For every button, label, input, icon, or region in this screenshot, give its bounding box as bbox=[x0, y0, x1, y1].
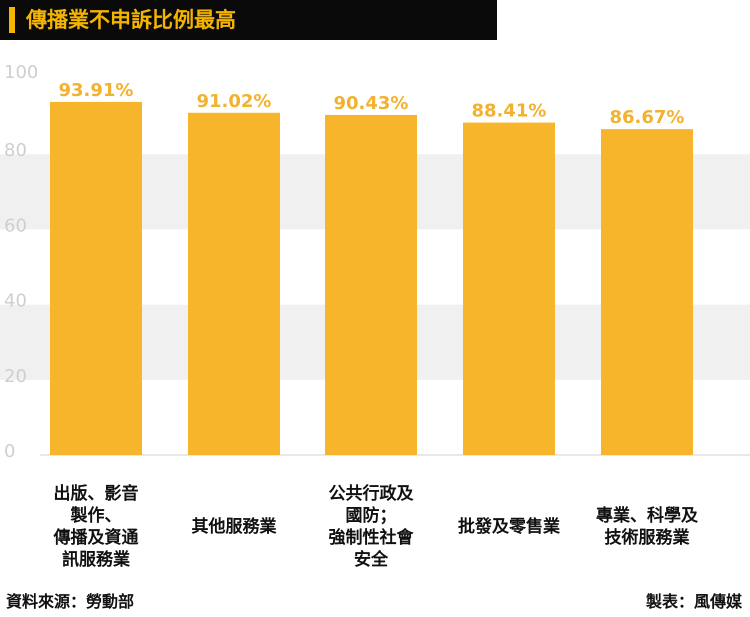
x-tick-label-line: 專業、科學及 bbox=[596, 506, 698, 526]
x-tick-label: 公共行政及 國防； 強制性社會 安全 bbox=[306, 483, 436, 571]
x-tick-label-line: 批發及零售業 bbox=[458, 517, 560, 537]
bar-value-label: 91.02% bbox=[197, 91, 272, 112]
x-tick-label-line: 技術服務業 bbox=[604, 528, 690, 548]
bar bbox=[601, 129, 693, 456]
x-tick-label-line: 傳播及資通 bbox=[53, 528, 139, 548]
bar bbox=[463, 122, 555, 455]
bar-value-label: 86.67% bbox=[610, 107, 685, 128]
x-tick-label: 批發及零售業 bbox=[444, 516, 574, 538]
x-tick-label-line: 公共行政及 bbox=[328, 484, 414, 504]
title-accent-mark bbox=[9, 7, 15, 33]
x-tick-label-line: 安全 bbox=[354, 550, 388, 570]
chart-title-bar: 傳播業不申訴比例最高 bbox=[0, 0, 497, 40]
y-tick-label: 60 bbox=[4, 215, 27, 236]
value-labels: 93.91% 91.02% 90.43% 88.41% 86.67% bbox=[59, 80, 685, 128]
bar bbox=[188, 112, 280, 455]
source-note: 資料來源：勞動部 bbox=[6, 592, 135, 611]
bar bbox=[50, 101, 142, 455]
bar-value-label: 93.91% bbox=[59, 80, 134, 101]
x-tick-label-line: 製作、 bbox=[70, 506, 122, 526]
x-tick-label: 專業、科學及 技術服務業 bbox=[582, 505, 712, 549]
y-tick-label: 80 bbox=[4, 140, 27, 161]
bar-value-label: 88.41% bbox=[472, 101, 547, 122]
chart-title: 傳播業不申訴比例最高 bbox=[26, 8, 236, 32]
x-tick-label: 其他服務業 bbox=[169, 516, 299, 538]
y-tick-label: 0 bbox=[4, 441, 15, 462]
x-tick-label: 出版、影音 製作、 傳播及資通 訊服務業 bbox=[31, 483, 161, 571]
x-tick-label-line: 強制性社會 bbox=[328, 528, 414, 548]
x-tick-label-line: 國防； bbox=[345, 506, 397, 526]
y-tick-label: 20 bbox=[4, 366, 27, 387]
x-tick-label-line: 訊服務業 bbox=[62, 550, 130, 570]
y-axis-ticks: 0 20 40 60 80 100 bbox=[4, 62, 38, 462]
bar bbox=[325, 114, 417, 455]
bar-value-label: 90.43% bbox=[334, 93, 409, 114]
y-tick-label: 100 bbox=[4, 62, 38, 83]
y-tick-label: 40 bbox=[4, 291, 27, 312]
bars bbox=[50, 101, 693, 456]
x-tick-label-line: 其他服務業 bbox=[191, 517, 277, 537]
x-tick-label-line: 出版、影音 bbox=[53, 484, 139, 504]
credit-note: 製表：風傳媒 bbox=[645, 592, 742, 611]
